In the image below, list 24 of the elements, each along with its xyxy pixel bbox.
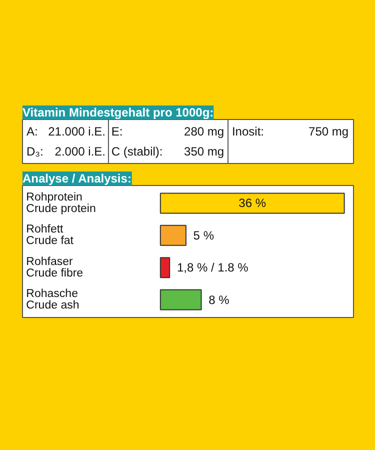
y-tick-label: Rohfett Crude fat: [26, 224, 74, 248]
text: Vitamin Mindestgehalt pro 1000g:: [22, 106, 214, 120]
data-label: 36 %: [238, 196, 266, 210]
bar: [160, 257, 170, 278]
text: E:: [111, 124, 123, 138]
text: A:: [26, 124, 38, 138]
text: 21.000 i.E.: [48, 124, 106, 138]
data-label: 1,8 % / 1.8 %: [176, 260, 249, 275]
bar: [160, 224, 186, 246]
chart-title: Analyse / Analysis:: [22, 172, 132, 186]
data-label: 5 %: [193, 228, 214, 242]
bar: [160, 289, 202, 310]
text: Inosit:: [232, 124, 264, 138]
bar: [160, 192, 345, 214]
y-tick-label: Rohasche Crude ash: [26, 288, 80, 312]
text: C (stabil):: [111, 144, 163, 158]
text: 350 mg: [184, 144, 224, 158]
text: 750 mg: [308, 124, 349, 138]
y-tick-label: Rohprotein Crude protein: [26, 192, 96, 215]
text: D₃:: [26, 144, 44, 158]
y-tick-label: Rohfaser Crude fibre: [26, 256, 84, 280]
text: 2.000 i.E.: [54, 144, 106, 158]
data-label: 8 %: [208, 292, 230, 307]
text: 280 mg: [184, 124, 224, 138]
